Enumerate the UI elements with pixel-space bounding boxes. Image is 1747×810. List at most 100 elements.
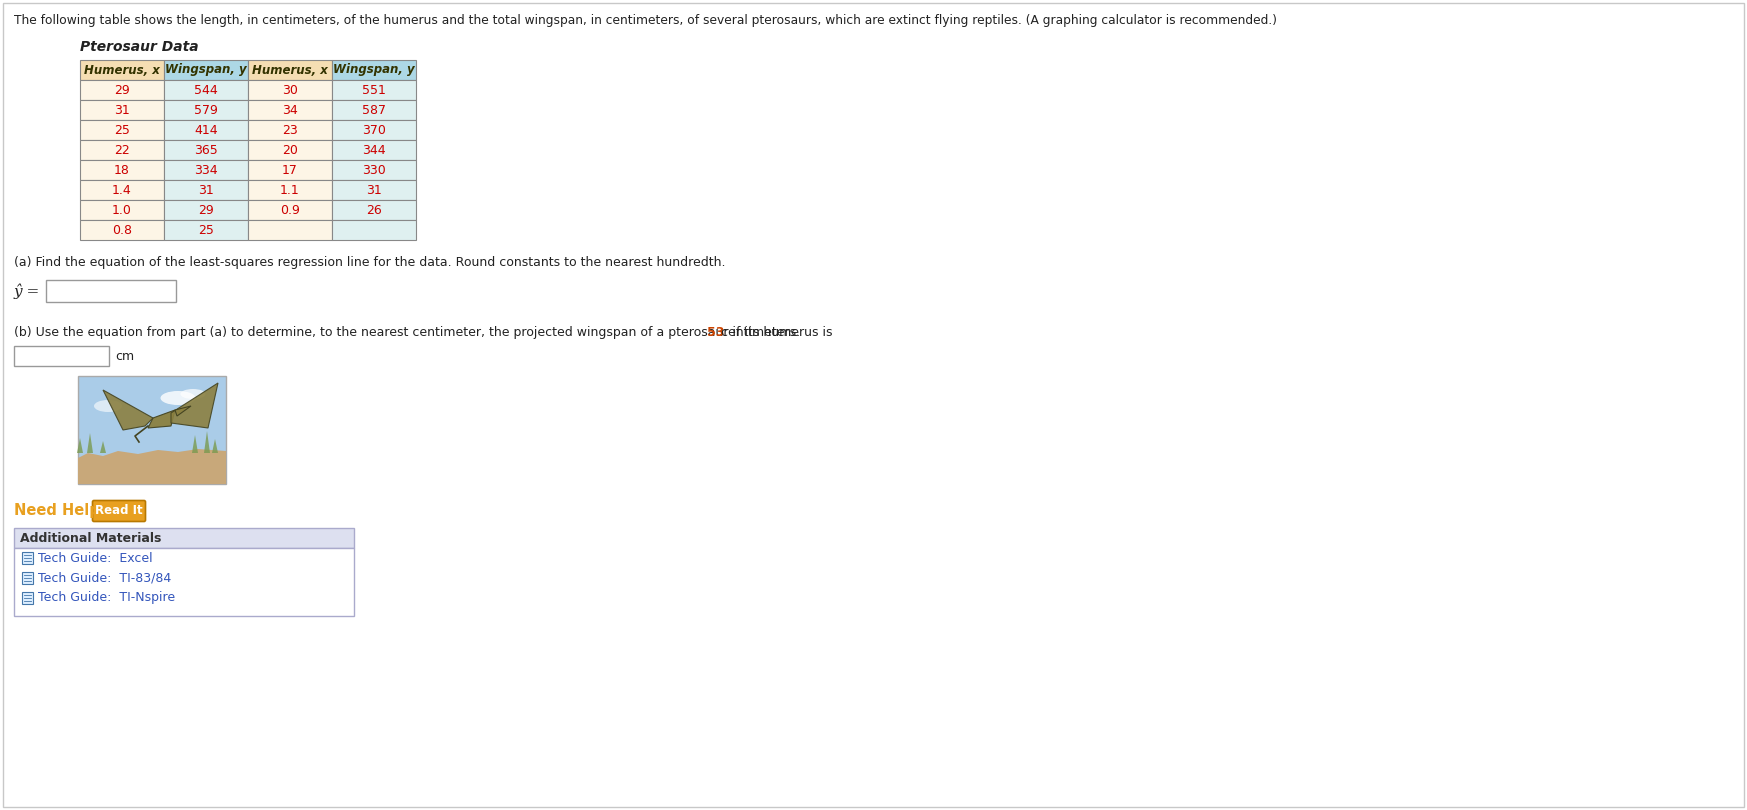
Text: 370: 370: [362, 123, 386, 137]
Bar: [248, 220, 332, 240]
Bar: [332, 160, 416, 180]
Bar: [248, 60, 332, 80]
Ellipse shape: [94, 400, 122, 412]
Ellipse shape: [180, 389, 206, 399]
Text: (a) Find the equation of the least-squares regression line for the data. Round c: (a) Find the equation of the least-squar…: [14, 256, 725, 269]
Bar: [80, 160, 164, 180]
Bar: [332, 200, 416, 220]
Polygon shape: [204, 431, 210, 453]
Text: 31: 31: [114, 104, 129, 117]
Text: Humerus, x: Humerus, x: [252, 63, 328, 76]
Text: The following table shows the length, in centimeters, of the humerus and the tot: The following table shows the length, in…: [14, 14, 1277, 27]
Polygon shape: [87, 433, 93, 453]
Bar: [164, 220, 248, 240]
Text: 334: 334: [194, 164, 218, 177]
Text: 1.1: 1.1: [280, 184, 300, 197]
Text: ŷ =: ŷ =: [14, 284, 40, 299]
Text: 579: 579: [194, 104, 218, 117]
Text: 344: 344: [362, 143, 386, 156]
Text: 587: 587: [362, 104, 386, 117]
Bar: [332, 140, 416, 160]
Text: 23: 23: [281, 123, 299, 137]
Text: 1.4: 1.4: [112, 184, 131, 197]
Bar: [248, 120, 332, 140]
Bar: [248, 100, 332, 120]
Bar: [23, 572, 33, 584]
Text: Wingspan, y: Wingspan, y: [334, 63, 414, 76]
Text: 1.0: 1.0: [112, 203, 133, 216]
Polygon shape: [175, 406, 190, 416]
Text: Tech Guide:  TI-Nspire: Tech Guide: TI-Nspire: [38, 591, 175, 604]
Text: cm: cm: [115, 349, 135, 363]
Bar: [164, 120, 248, 140]
Text: 25: 25: [114, 123, 129, 137]
Text: 551: 551: [362, 83, 386, 96]
Bar: [332, 100, 416, 120]
Text: Pterosaur Data: Pterosaur Data: [80, 40, 199, 54]
Bar: [80, 220, 164, 240]
Text: 53: 53: [708, 326, 725, 339]
Text: 0.8: 0.8: [112, 224, 133, 237]
Text: Humerus, x: Humerus, x: [84, 63, 161, 76]
Bar: [45, 280, 176, 302]
Bar: [332, 80, 416, 100]
Text: 29: 29: [114, 83, 129, 96]
Polygon shape: [171, 383, 218, 428]
Bar: [332, 220, 416, 240]
Bar: [14, 548, 355, 616]
Text: 20: 20: [281, 143, 299, 156]
Bar: [14, 346, 108, 366]
Text: Tech Guide:  Excel: Tech Guide: Excel: [38, 552, 152, 565]
Text: 30: 30: [281, 83, 299, 96]
Polygon shape: [192, 435, 197, 453]
Bar: [164, 180, 248, 200]
Bar: [332, 120, 416, 140]
Text: Tech Guide:  TI-83/84: Tech Guide: TI-83/84: [38, 572, 171, 585]
Text: 26: 26: [367, 203, 383, 216]
Bar: [80, 140, 164, 160]
Bar: [164, 60, 248, 80]
Bar: [248, 80, 332, 100]
Bar: [164, 160, 248, 180]
Text: Need Help?: Need Help?: [14, 504, 108, 518]
Bar: [248, 200, 332, 220]
Text: centimeters.: centimeters.: [718, 326, 800, 339]
Text: 17: 17: [281, 164, 299, 177]
Polygon shape: [79, 449, 225, 484]
Bar: [248, 140, 332, 160]
Text: Wingspan, y: Wingspan, y: [166, 63, 246, 76]
Text: 330: 330: [362, 164, 386, 177]
Bar: [164, 200, 248, 220]
Text: 22: 22: [114, 143, 129, 156]
Text: 31: 31: [367, 184, 383, 197]
Text: Additional Materials: Additional Materials: [19, 531, 161, 544]
Bar: [80, 100, 164, 120]
Text: 34: 34: [281, 104, 299, 117]
Text: Read It: Read It: [94, 505, 143, 518]
FancyBboxPatch shape: [93, 501, 145, 522]
Bar: [23, 592, 33, 604]
Bar: [164, 100, 248, 120]
Bar: [80, 200, 164, 220]
Text: 29: 29: [197, 203, 213, 216]
Text: 414: 414: [194, 123, 218, 137]
Text: 0.9: 0.9: [280, 203, 300, 216]
Bar: [80, 180, 164, 200]
Polygon shape: [77, 438, 84, 453]
Polygon shape: [148, 410, 175, 428]
Bar: [14, 528, 355, 548]
Bar: [80, 60, 164, 80]
Text: 25: 25: [197, 224, 213, 237]
Bar: [164, 80, 248, 100]
Bar: [80, 120, 164, 140]
Bar: [248, 160, 332, 180]
Polygon shape: [100, 441, 107, 453]
Text: (b) Use the equation from part (a) to determine, to the nearest centimeter, the : (b) Use the equation from part (a) to de…: [14, 326, 837, 339]
Bar: [164, 140, 248, 160]
Bar: [248, 180, 332, 200]
Bar: [332, 180, 416, 200]
Text: 31: 31: [197, 184, 213, 197]
Ellipse shape: [161, 391, 196, 405]
Bar: [80, 80, 164, 100]
Bar: [332, 60, 416, 80]
